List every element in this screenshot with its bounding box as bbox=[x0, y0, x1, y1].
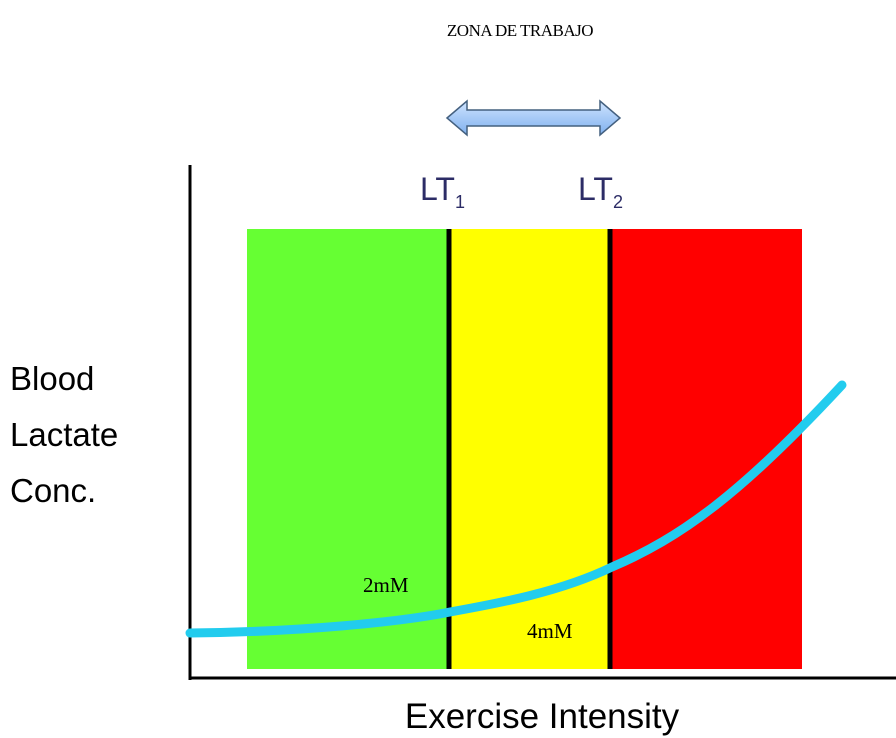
threshold-label: LT1 bbox=[420, 171, 465, 212]
green-zone bbox=[247, 229, 447, 669]
annotation: 4mM bbox=[527, 619, 573, 643]
y-axis-label: Lactate bbox=[10, 416, 118, 453]
red-zone bbox=[609, 229, 802, 669]
threshold-text: LT bbox=[420, 171, 455, 207]
x-axis-label: Exercise Intensity bbox=[405, 697, 680, 736]
yellow-zone bbox=[447, 229, 609, 669]
work-zone-arrow bbox=[445, 99, 622, 137]
threshold-label: LT2 bbox=[578, 171, 623, 212]
y-axis-label: Blood bbox=[10, 360, 94, 397]
y-axis-label: Conc. bbox=[10, 472, 96, 509]
threshold-text: LT bbox=[578, 171, 613, 207]
threshold-subscript: 2 bbox=[613, 192, 623, 212]
lactate-curve bbox=[185, 380, 847, 638]
threshold-subscript: 1 bbox=[455, 192, 465, 212]
title: ZONA DE TRABAJO bbox=[447, 21, 593, 40]
annotation: 2mM bbox=[363, 573, 409, 597]
